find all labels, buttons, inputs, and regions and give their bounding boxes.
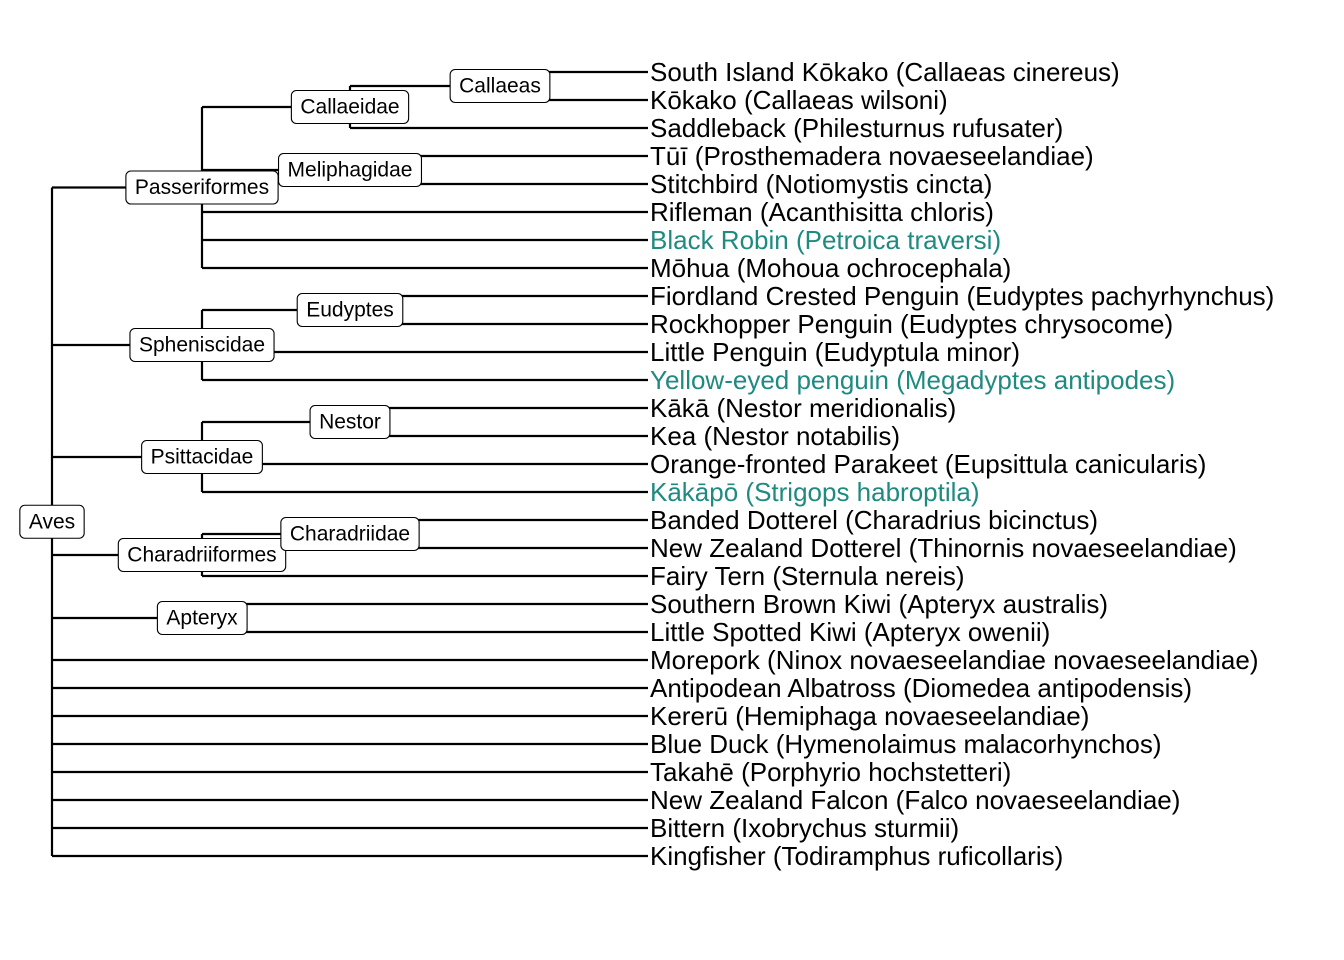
tip-label-14: Orange-fronted Parakeet (Eupsittula cani… — [650, 449, 1206, 479]
clade-box-apteryx — [156, 600, 248, 636]
tip-labels: South Island Kōkako (Callaeas cinereus)K… — [650, 57, 1274, 871]
clade-box-passeriformes — [125, 170, 279, 205]
clade-label-charadriiformes: Charadriiformes — [127, 544, 276, 567]
clade-label-passeriformes: Passeriformes — [135, 176, 269, 199]
clade-label-aves: Aves — [29, 510, 75, 533]
tip-label-7: Mōhua (Mohoua ochrocephala) — [650, 253, 1011, 283]
tip-label-13: Kea (Nestor notabilis) — [650, 421, 900, 451]
tip-label-1: Kōkako (Callaeas wilsoni) — [650, 85, 948, 115]
clade-box-nestor — [309, 404, 391, 440]
tip-label-21: Morepork (Ninox novaeseelandiae novaesee… — [650, 645, 1259, 675]
clade-box-callaeas — [449, 68, 551, 104]
clade-label-meliphagidae: Meliphagidae — [288, 159, 413, 182]
tip-label-17: New Zealand Dotterel (Thinornis novaesee… — [650, 533, 1237, 563]
clade-label-charadriidae: Charadriidae — [290, 523, 410, 546]
tip-label-0: South Island Kōkako (Callaeas cinereus) — [650, 57, 1120, 87]
tip-label-16: Banded Dotterel (Charadrius bicinctus) — [650, 505, 1098, 535]
tip-label-4: Stitchbird (Notiomystis cincta) — [650, 169, 992, 199]
clade-node-passeriformes: Passeriformes — [125, 170, 279, 205]
clade-node-charadriiformes: Charadriiformes — [117, 537, 287, 573]
clade-node-nestor: Nestor — [309, 404, 391, 440]
tip-label-11: Yellow-eyed penguin (Megadyptes antipode… — [650, 365, 1175, 395]
clade-label-eudyptes: Eudyptes — [306, 299, 394, 322]
tip-label-23: Kererū (Hemiphaga novaeseelandiae) — [650, 701, 1089, 731]
tip-label-20: Little Spotted Kiwi (Apteryx owenii) — [650, 617, 1050, 647]
tip-label-8: Fiordland Crested Penguin (Eudyptes pach… — [650, 281, 1274, 311]
tip-label-28: Kingfisher (Todiramphus ruficollaris) — [650, 841, 1063, 871]
tip-label-6: Black Robin (Petroica traversi) — [650, 225, 1001, 255]
clade-node-callaeidae: Callaeidae — [290, 89, 410, 125]
clade-node-charadriidae: Charadriidae — [280, 516, 420, 552]
tip-label-18: Fairy Tern (Sternula nereis) — [650, 561, 965, 591]
clade-label-callaeidae: Callaeidae — [300, 96, 399, 119]
tip-label-15: Kākāpō (Strigops habroptila) — [650, 477, 980, 507]
clade-label-apteryx: Apteryx — [166, 607, 238, 630]
tree-branches — [50, 70, 648, 858]
clade-label-callaeas: Callaeas — [459, 75, 541, 98]
tip-label-12: Kākā (Nestor meridionalis) — [650, 393, 956, 423]
clade-box-charadriidae — [280, 516, 420, 552]
tip-label-19: Southern Brown Kiwi (Apteryx australis) — [650, 589, 1108, 619]
tip-label-10: Little Penguin (Eudyptula minor) — [650, 337, 1020, 367]
clade-node-spheniscidae: Spheniscidae — [129, 327, 275, 363]
clade-box-eudyptes — [296, 292, 404, 328]
clade-box-aves — [19, 504, 85, 539]
clade-node-eudyptes: Eudyptes — [296, 292, 404, 328]
tip-label-9: Rockhopper Penguin (Eudyptes chrysocome) — [650, 309, 1173, 339]
tip-label-24: Blue Duck (Hymenolaimus malacorhynchos) — [650, 729, 1162, 759]
tip-label-27: Bittern (Ixobrychus sturmii) — [650, 813, 959, 843]
tip-label-26: New Zealand Falcon (Falco novaeseelandia… — [650, 785, 1180, 815]
clade-node-callaeas: Callaeas — [449, 68, 551, 104]
clade-node-aves: Aves — [19, 504, 85, 539]
clade-labels: Aves Passeriformes Callaeidae Callaeas Melip… — [19, 68, 551, 636]
tip-label-5: Rifleman (Acanthisitta chloris) — [650, 197, 994, 227]
tip-label-3: Tūī (Prosthemadera novaeseelandiae) — [650, 141, 1094, 171]
clade-label-psittacidae: Psittacidae — [151, 446, 254, 469]
clade-box-psittacidae — [141, 439, 263, 475]
clade-node-apteryx: Apteryx — [156, 600, 248, 636]
clade-box-spheniscidae — [129, 327, 275, 363]
clade-node-psittacidae: Psittacidae — [141, 439, 263, 475]
tip-label-22: Antipodean Albatross (Diomedea antipoden… — [650, 673, 1192, 703]
clade-label-spheniscidae: Spheniscidae — [139, 334, 265, 357]
clade-box-charadriiformes — [117, 537, 287, 573]
tip-label-25: Takahē (Porphyrio hochstetteri) — [650, 757, 1011, 787]
clade-box-callaeidae — [290, 89, 410, 125]
clade-label-nestor: Nestor — [319, 411, 381, 434]
clade-box-meliphagidae — [277, 152, 423, 188]
tip-label-2: Saddleback (Philesturnus rufusater) — [650, 113, 1063, 143]
clade-node-meliphagidae: Meliphagidae — [277, 152, 423, 188]
